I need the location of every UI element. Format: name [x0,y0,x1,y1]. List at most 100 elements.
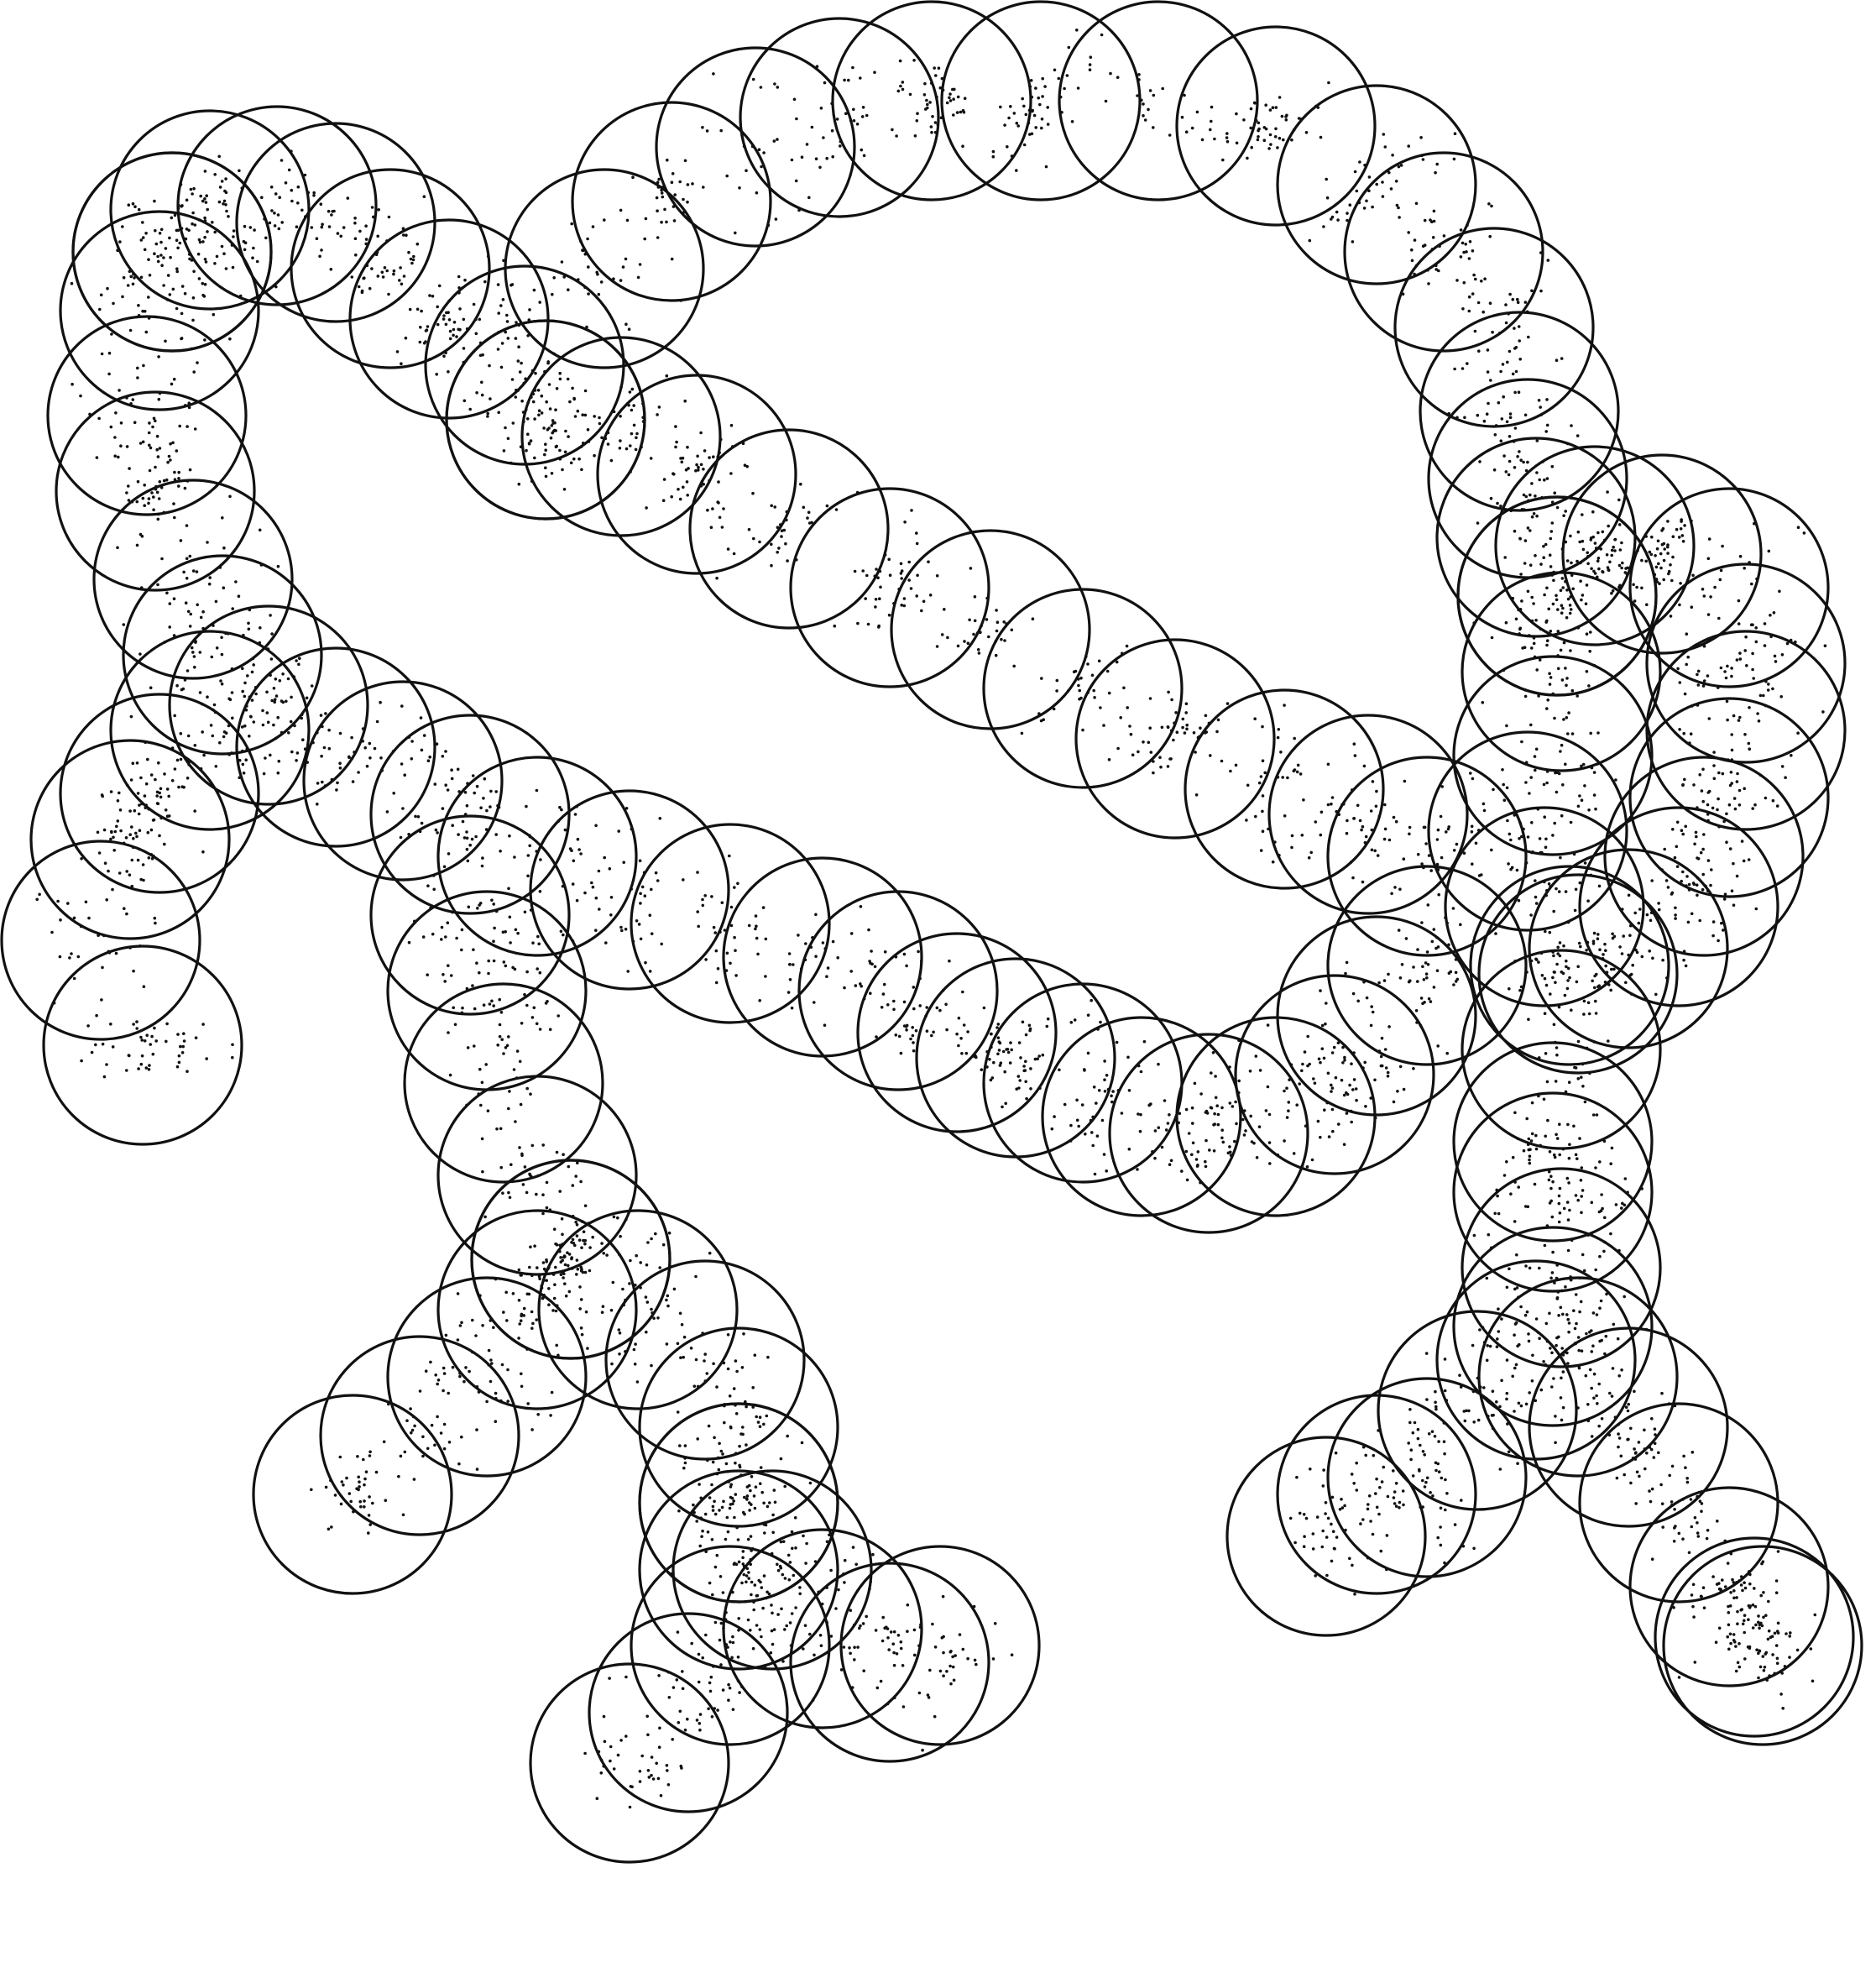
sample-dot [191,296,196,300]
sample-dot [296,185,300,189]
sample-dot [1556,952,1560,955]
sample-dot [619,1234,622,1238]
sample-dot [583,1242,587,1246]
sample-dot [948,96,951,100]
sample-dot [1340,1506,1345,1509]
sample-dot [1729,771,1733,774]
sample-dot [1543,815,1546,819]
sample-dot [1730,748,1734,752]
sample-dot [319,714,323,717]
sample-dot [1195,110,1199,114]
sample-dot [616,1753,620,1757]
sample-dot [1690,912,1694,916]
sample-dot [1565,959,1568,963]
sample-dot [1524,781,1528,784]
sample-dot [879,1679,883,1683]
sample-dot [999,1061,1003,1065]
sample-dot [1633,1389,1636,1394]
chain-circle [1578,806,1779,1007]
sample-dot [1538,658,1542,662]
sample-dot [1346,218,1349,222]
sample-dot [1701,799,1705,803]
sample-dot [1306,1034,1309,1039]
sample-dot [729,423,734,427]
sample-dot [1481,310,1485,314]
sample-dot [662,478,666,481]
sample-dot [481,1324,484,1327]
sample-dot [220,652,224,657]
sample-dot [1618,548,1623,552]
sample-dot [1080,1103,1084,1107]
sample-dot [830,128,834,133]
sample-dot [426,759,431,762]
sample-dot [638,1770,642,1773]
sample-dot [421,935,426,939]
sample-dot [1659,1483,1663,1487]
sample-dot [1246,783,1250,787]
sample-dot [125,491,128,494]
sample-dot [1375,1477,1378,1481]
sample-dot [452,333,455,337]
sample-dot [1774,1579,1779,1583]
sample-dot [1181,725,1184,730]
sample-dot [255,259,259,264]
sample-dot [1732,861,1735,866]
sample-dot [480,1137,484,1141]
sample-dot [289,719,293,724]
sample-dot [1700,789,1704,793]
sample-dot [158,447,162,450]
sample-dot [1508,832,1512,836]
sample-dot [1514,369,1518,374]
sample-dot [541,1193,545,1196]
sample-dot [134,831,138,835]
sample-dot [699,463,703,467]
sample-dot [1513,1333,1516,1337]
sample-dot [1446,827,1450,831]
sample-dot [1309,850,1313,855]
sample-dot [153,916,157,920]
sample-dot [1353,170,1357,174]
sample-dot [1319,1135,1322,1139]
sample-dot [1610,967,1613,971]
sample-dot [1394,180,1398,183]
sample-dot [192,370,196,374]
sample-dot [1601,530,1605,534]
sample-dot [418,1389,422,1393]
sample-dot [468,843,472,847]
sample-dot [1436,1462,1440,1466]
sample-dot [1740,840,1744,843]
sample-dot [570,1241,573,1244]
sample-dot [1603,1216,1607,1220]
sample-dot [1271,860,1275,864]
sample-dot [1455,279,1459,282]
sample-dot [1564,510,1567,513]
sample-dot [906,1630,909,1633]
sample-dot [463,278,467,282]
sample-dot [193,665,196,669]
sample-dot [1439,814,1443,819]
sample-dot [549,436,553,440]
sample-dot [1527,1339,1531,1343]
sample-dot [906,1603,910,1607]
sample-dot [724,1462,729,1466]
sample-dot [1635,950,1639,955]
sample-dot [1295,1103,1299,1107]
sample-dot [1560,577,1565,580]
sample-dot [1651,956,1654,960]
sample-dot [466,1046,470,1049]
sample-dot [649,457,653,460]
sample-dot [1738,715,1742,719]
sample-dot [1547,607,1550,611]
sample-dot [147,1068,151,1071]
sample-dot [1353,754,1357,757]
sample-dot [696,1437,699,1441]
sample-dot [894,1033,898,1037]
chain-circle [1276,84,1477,285]
sample-dot [1546,259,1550,262]
sample-dot [657,1674,661,1677]
sample-dot [587,292,590,296]
sample-dot [892,1007,896,1012]
sample-dot [680,1323,684,1326]
sample-dot [1600,1338,1603,1342]
sample-dot [1192,731,1196,735]
